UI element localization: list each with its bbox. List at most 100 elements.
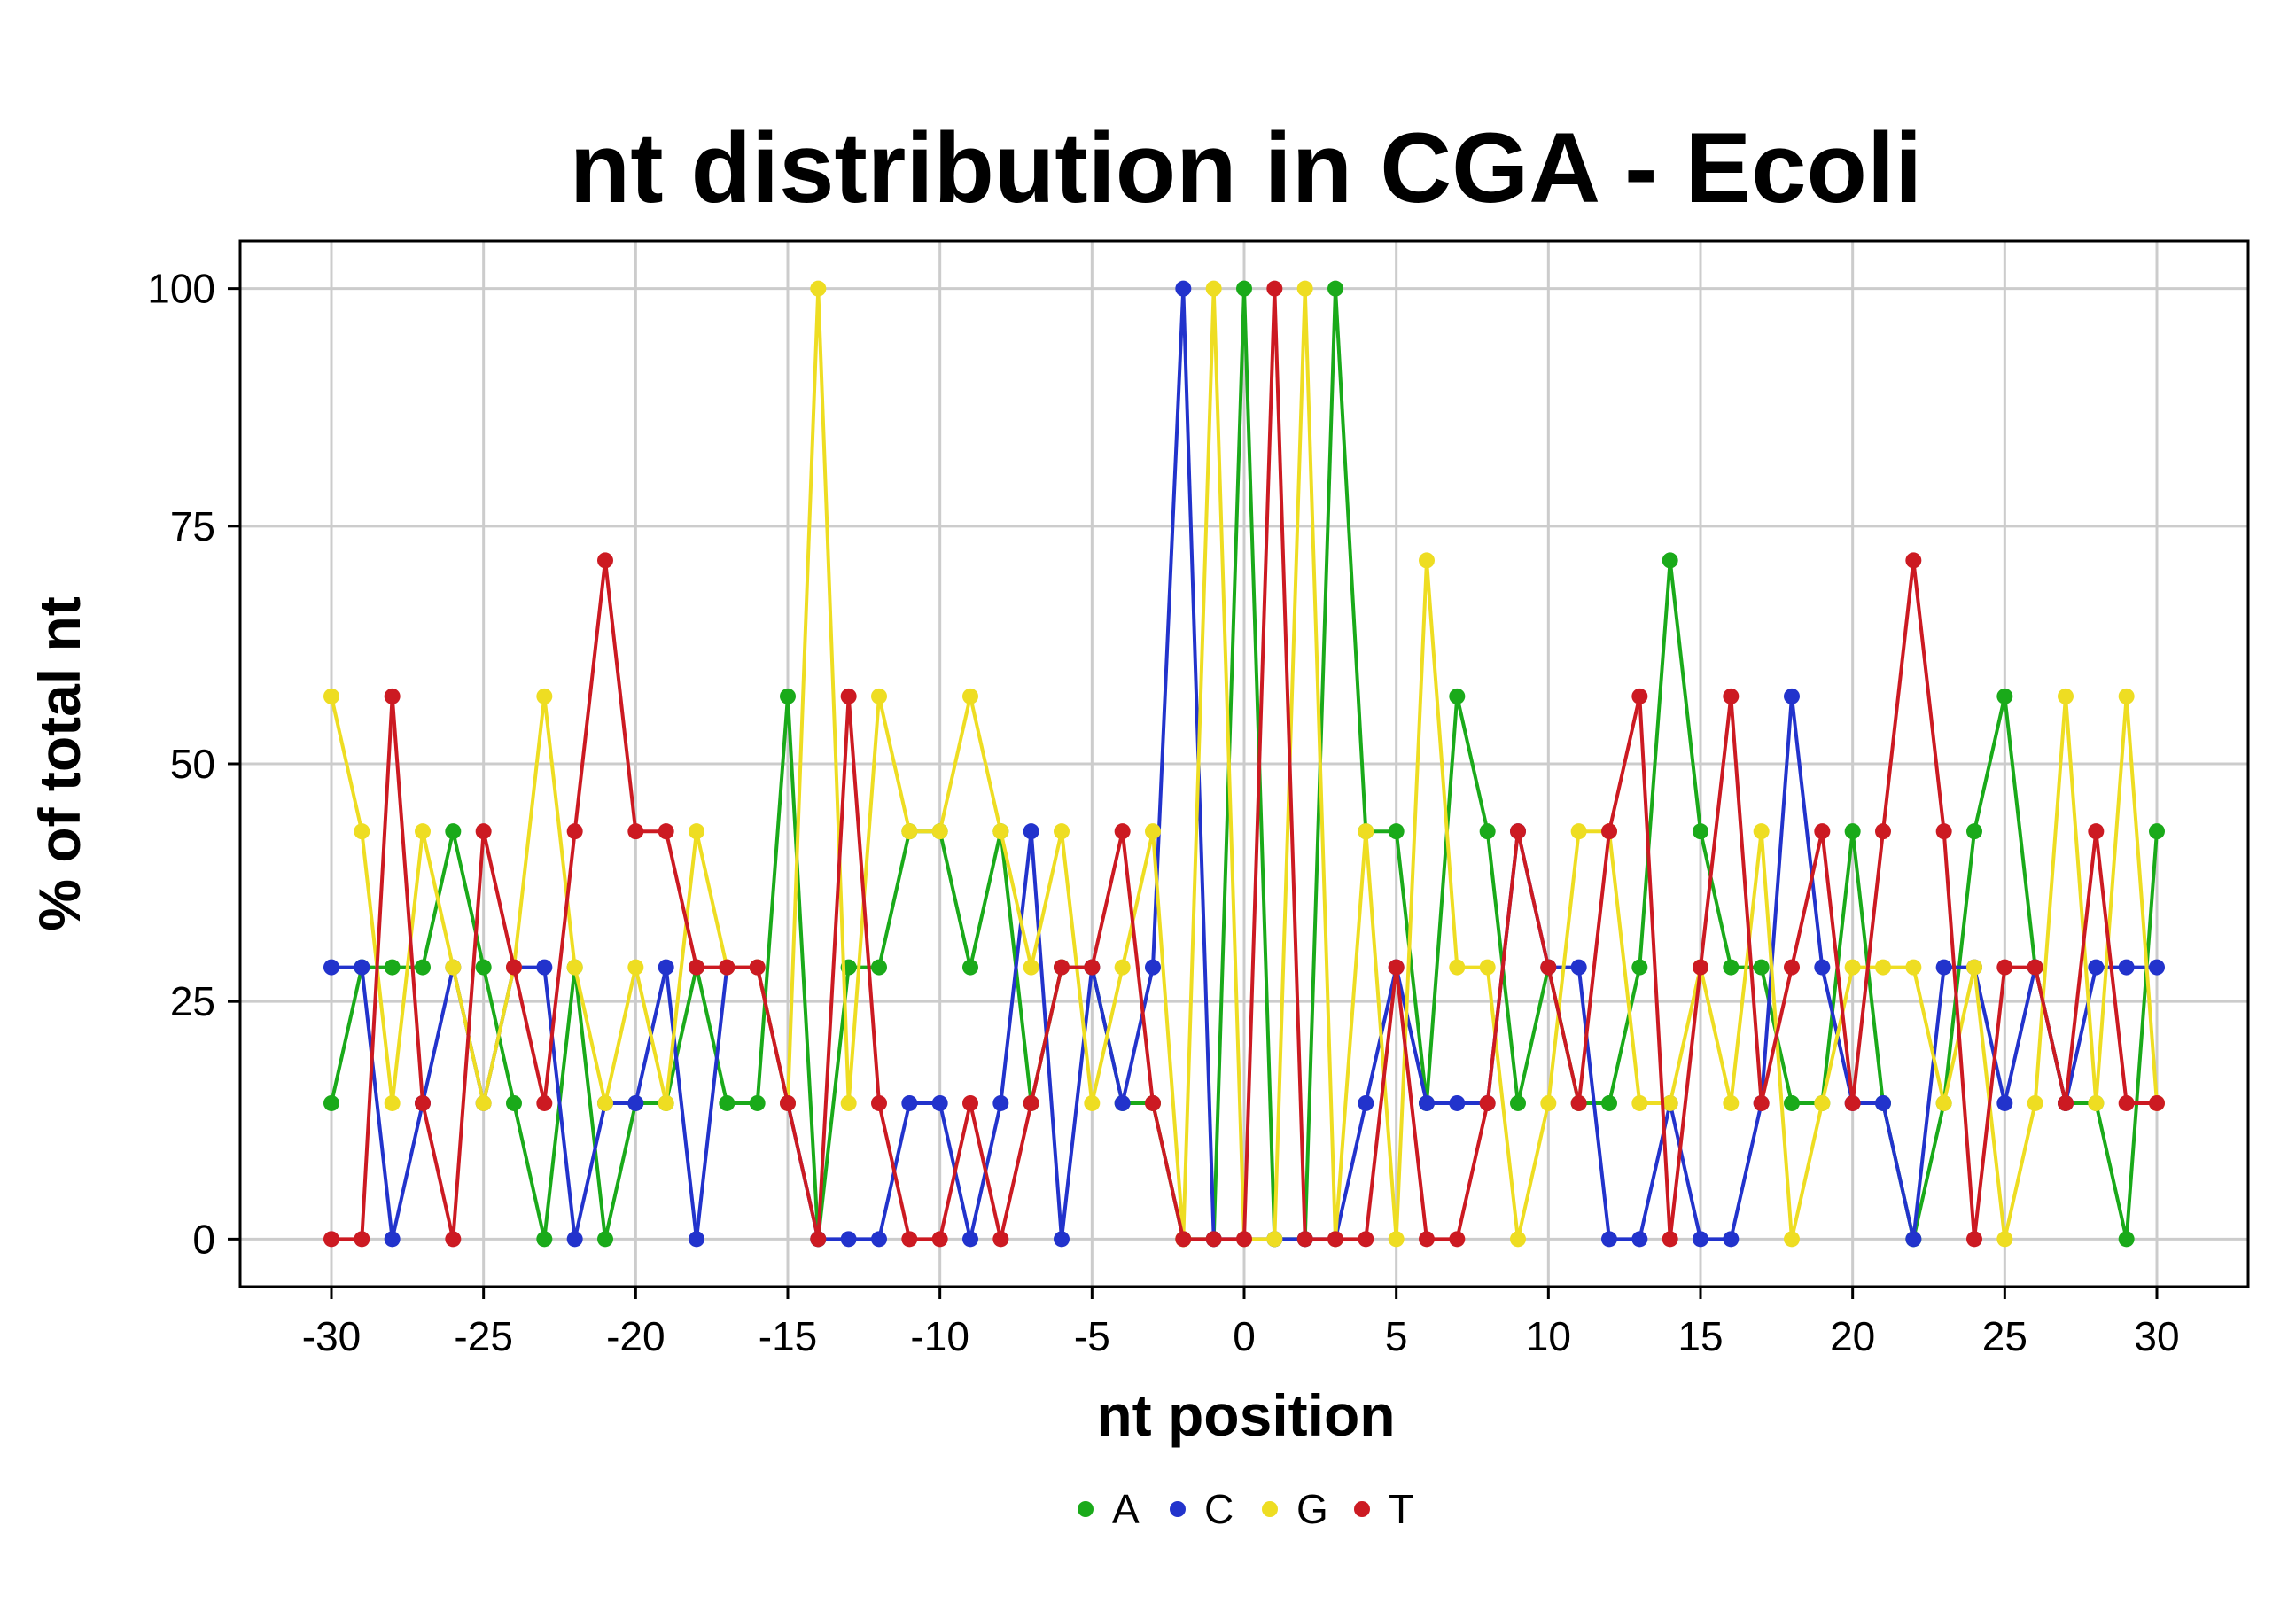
data-point-g [1266, 1231, 1283, 1248]
data-point-a [749, 1094, 766, 1111]
data-point-a [1479, 823, 1496, 840]
data-point-t [1419, 1231, 1435, 1248]
data-point-c [323, 959, 339, 976]
data-point-t [2088, 823, 2105, 840]
data-point-g [1084, 1094, 1101, 1111]
legend-marker-g [1262, 1501, 1278, 1517]
data-point-g [1844, 959, 1861, 976]
data-point-g [1753, 823, 1770, 840]
data-point-t [2149, 1094, 2165, 1111]
data-point-a [506, 1094, 522, 1111]
data-point-c [992, 1094, 1009, 1111]
data-point-g [536, 688, 553, 704]
data-point-c [566, 1231, 583, 1248]
x-tick-label: 5 [1385, 1313, 1408, 1359]
x-axis-title: nt position [1096, 1382, 1395, 1448]
chart-title: nt distribution in CGA - Ecoli [570, 113, 1922, 223]
data-point-c [1814, 959, 1831, 976]
data-point-c [1693, 1231, 1708, 1248]
data-point-g [1388, 1231, 1405, 1248]
data-point-a [536, 1231, 553, 1248]
data-point-g [1784, 1231, 1800, 1248]
data-point-a [1449, 688, 1466, 704]
data-point-a [1510, 1094, 1526, 1111]
data-point-a [1631, 959, 1648, 976]
data-point-c [1419, 1094, 1435, 1111]
data-point-t [1996, 959, 2013, 976]
data-point-a [962, 959, 978, 976]
data-point-a [384, 959, 401, 976]
data-point-t [1358, 1231, 1374, 1248]
data-point-t [506, 959, 522, 976]
data-point-g [1145, 823, 1161, 840]
data-point-t [1662, 1231, 1678, 1248]
data-point-g [323, 688, 339, 704]
data-point-c [871, 1231, 887, 1248]
data-point-t [1966, 1231, 1982, 1248]
y-tick-label: 0 [192, 1216, 215, 1262]
data-point-c [354, 959, 370, 976]
data-point-g [1570, 823, 1587, 840]
data-point-t [1935, 823, 1952, 840]
data-point-t [2027, 959, 2043, 976]
y-tick-label: 75 [170, 503, 215, 549]
data-point-g [1540, 1094, 1557, 1111]
data-point-g [445, 959, 462, 976]
data-point-g [1510, 1231, 1526, 1248]
data-point-c [2149, 959, 2165, 976]
x-tick-label: 0 [1233, 1313, 1256, 1359]
data-point-g [1479, 959, 1496, 976]
data-point-t [1175, 1231, 1192, 1248]
data-point-t [1479, 1094, 1496, 1111]
data-point-g [415, 823, 431, 840]
data-point-g [658, 1094, 674, 1111]
data-point-t [1266, 280, 1283, 297]
data-point-t [1388, 959, 1405, 976]
data-point-a [1784, 1094, 1800, 1111]
data-point-t [1753, 1094, 1770, 1111]
data-point-t [2058, 1094, 2074, 1111]
data-point-g [2027, 1094, 2043, 1111]
x-tick-label: -20 [606, 1313, 665, 1359]
x-tick-label: 15 [1677, 1313, 1723, 1359]
legend-marker-c [1170, 1501, 1186, 1517]
data-point-g [1358, 823, 1374, 840]
data-point-t [1631, 688, 1648, 704]
data-point-g [566, 959, 583, 976]
data-point-g [597, 1094, 613, 1111]
data-point-t [658, 823, 674, 840]
data-point-c [2118, 959, 2135, 976]
y-axis-title: % of total nt [27, 596, 92, 931]
data-point-a [1753, 959, 1770, 976]
data-point-g [1205, 280, 1222, 297]
data-point-a [1996, 688, 2013, 704]
data-point-c [627, 1094, 644, 1111]
data-point-t [1023, 1094, 1039, 1111]
data-point-a [415, 959, 431, 976]
data-point-c [2088, 959, 2105, 976]
data-point-g [1631, 1094, 1648, 1111]
legend-item-t: T [1354, 1486, 1413, 1532]
data-point-c [1114, 1094, 1131, 1111]
x-tick-label: -30 [302, 1313, 361, 1359]
data-point-t [1784, 959, 1800, 976]
data-point-t [840, 688, 857, 704]
data-point-c [1723, 1231, 1740, 1248]
x-tick-label: -10 [910, 1313, 969, 1359]
series-t [323, 280, 2165, 1248]
legend-label-t: T [1389, 1486, 1413, 1532]
data-point-t [1449, 1231, 1466, 1248]
x-tick-label: -25 [454, 1313, 512, 1359]
data-point-g [354, 823, 370, 840]
data-point-c [962, 1231, 978, 1248]
data-point-g [1662, 1094, 1678, 1111]
data-point-g [1449, 959, 1466, 976]
data-point-t [1693, 959, 1708, 976]
legend-label-a: A [1112, 1486, 1140, 1532]
data-point-g [1723, 1094, 1740, 1111]
data-point-a [2118, 1231, 2135, 1248]
data-point-t [1723, 688, 1740, 704]
data-point-c [1145, 959, 1161, 976]
